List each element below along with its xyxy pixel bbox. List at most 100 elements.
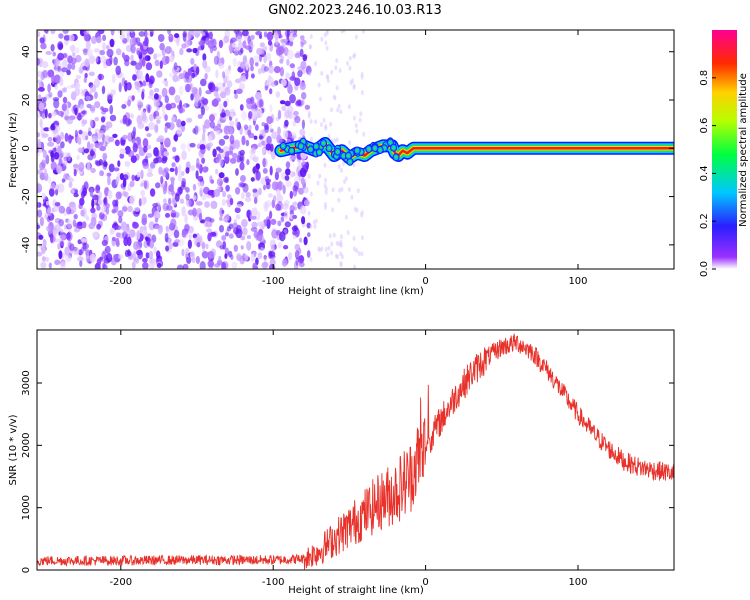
noise-dot xyxy=(39,118,43,128)
noise-dot xyxy=(299,254,304,262)
noise-dot xyxy=(181,177,187,187)
noise-dot xyxy=(176,118,182,128)
noise-dot xyxy=(359,111,363,117)
noise-dot xyxy=(219,112,227,118)
noise-dot xyxy=(131,261,136,269)
noise-dot xyxy=(324,124,328,129)
noise-dot xyxy=(56,165,63,174)
noise-dot xyxy=(268,193,273,198)
noise-dot xyxy=(233,30,240,35)
noise-dot xyxy=(136,50,142,56)
noise-dot xyxy=(250,34,255,40)
noise-dot xyxy=(336,254,340,260)
noise-dot xyxy=(165,55,170,65)
noise-dot xyxy=(229,157,237,164)
noise-dot xyxy=(221,198,226,207)
noise-dot xyxy=(279,231,286,242)
noise-dot xyxy=(41,192,46,200)
noise-dot xyxy=(96,205,101,211)
noise-dot xyxy=(75,82,81,90)
noise-dot xyxy=(60,141,65,149)
noise-dot xyxy=(255,91,262,101)
noise-dot xyxy=(62,58,68,68)
noise-dot xyxy=(147,32,151,37)
noise-dot xyxy=(235,117,239,127)
noise-dot xyxy=(209,218,215,223)
noise-dot xyxy=(258,108,263,117)
noise-dot xyxy=(317,246,321,252)
noise-dot xyxy=(130,30,134,33)
noise-dot xyxy=(57,183,65,193)
spectrogram-axes-frame xyxy=(36,29,675,270)
noise-dot xyxy=(348,140,352,146)
noise-dot xyxy=(96,258,102,266)
noise-dot xyxy=(142,261,149,269)
noise-dot xyxy=(263,255,267,263)
noise-dot xyxy=(284,30,291,38)
noise-dot xyxy=(263,31,268,38)
noise-dot xyxy=(92,194,99,201)
noise-dot xyxy=(309,118,313,124)
noise-dot xyxy=(213,189,221,197)
noise-dot xyxy=(73,168,77,177)
noise-dot xyxy=(44,168,47,177)
noise-dot xyxy=(268,251,276,258)
noise-dot xyxy=(82,110,88,115)
noise-dot xyxy=(303,199,310,207)
noise-dot xyxy=(258,187,262,196)
noise-dot xyxy=(289,76,297,81)
noise-dot xyxy=(37,138,42,149)
noise-dot xyxy=(327,245,331,251)
noise-dot xyxy=(127,99,131,107)
noise-dot xyxy=(255,163,261,170)
noise-dot xyxy=(76,134,82,144)
noise-dot xyxy=(37,57,41,66)
noise-dot xyxy=(338,68,342,73)
noise-dot xyxy=(48,212,55,221)
noise-dot xyxy=(52,51,56,57)
noise-dot xyxy=(50,233,54,244)
noise-dot xyxy=(287,84,293,95)
noise-dot xyxy=(106,172,112,178)
noise-dot xyxy=(153,210,161,220)
noise-dot xyxy=(53,98,60,109)
noise-dot xyxy=(214,97,221,103)
noise-dot xyxy=(164,95,169,104)
noise-dot xyxy=(148,95,154,100)
noise-dot xyxy=(257,143,263,148)
noise-dot xyxy=(294,243,301,251)
noise-dot xyxy=(140,196,147,206)
noise-dot xyxy=(160,183,165,189)
noise-dot xyxy=(163,184,168,192)
noise-dot xyxy=(202,53,207,61)
noise-dot xyxy=(262,168,268,174)
noise-dot xyxy=(239,182,247,188)
noise-dot xyxy=(284,100,291,107)
noise-dot xyxy=(156,70,163,78)
noise-dot xyxy=(325,30,329,34)
noise-dot xyxy=(323,162,327,168)
noise-dot xyxy=(275,38,279,46)
noise-dot xyxy=(124,59,130,67)
noise-dot xyxy=(135,62,143,71)
noise-dot xyxy=(226,126,233,135)
noise-dot xyxy=(232,57,237,67)
noise-dot xyxy=(165,212,170,218)
noise-dot xyxy=(70,91,77,101)
noise-dot xyxy=(80,238,88,243)
noise-dot xyxy=(142,162,150,170)
noise-dot xyxy=(155,115,162,120)
noise-dot xyxy=(276,188,281,199)
noise-dot xyxy=(253,55,260,64)
noise-dot xyxy=(307,111,311,116)
noise-dot xyxy=(207,134,213,142)
noise-dot xyxy=(179,198,185,204)
noise-dot xyxy=(112,237,116,242)
noise-dot xyxy=(58,33,64,39)
noise-dot xyxy=(136,171,141,178)
noise-dot xyxy=(115,65,121,76)
colorbar-tick-label: 0.0 xyxy=(699,261,710,277)
noise-dot xyxy=(289,63,295,69)
noise-dot xyxy=(96,223,101,230)
noise-dot xyxy=(230,254,234,260)
